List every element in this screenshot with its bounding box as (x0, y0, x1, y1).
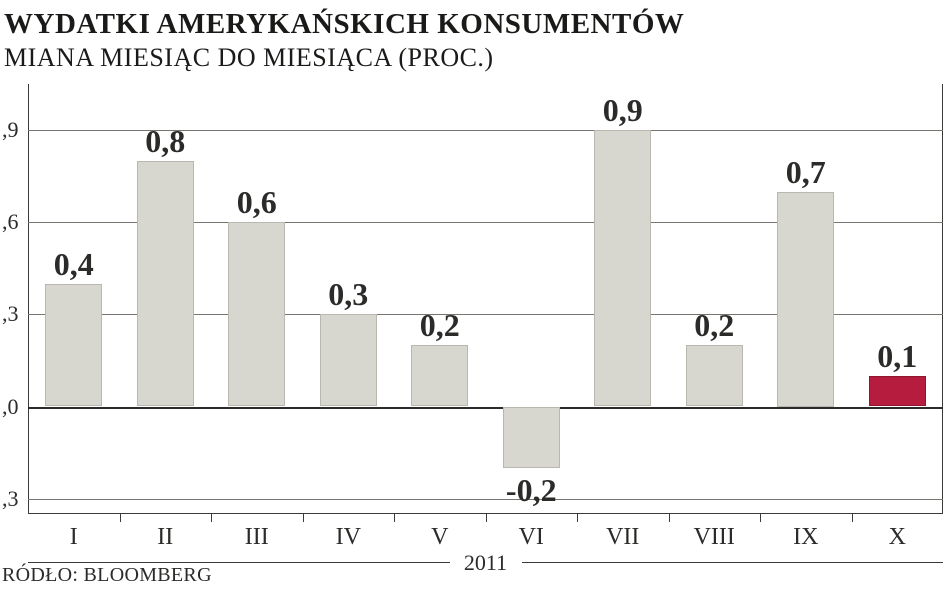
bar-value-label: 0,2 (694, 307, 734, 344)
chart-plot-area: ,3,0,3,6,90,4I0,8II0,6III0,3IV0,2V-0,2VI… (28, 84, 943, 514)
xtick-label: X (889, 524, 906, 551)
xtick-mark (486, 514, 487, 522)
bar (503, 407, 560, 468)
source-text: ródło: Bloomberg (2, 564, 212, 587)
year-rule-right (522, 562, 944, 563)
source-name: Bloomberg (84, 564, 212, 586)
title-block: Wydatki amerykańskich konsumentów miana … (0, 8, 948, 73)
xtick-label: VIII (694, 524, 735, 551)
ytick-label: ,3 (2, 486, 19, 512)
xtick-label: II (157, 524, 173, 551)
xtick-mark (669, 514, 670, 522)
bar (777, 192, 834, 407)
bar (594, 130, 651, 406)
bar-value-label: 0,9 (603, 92, 643, 129)
bar-value-label: 0,8 (145, 123, 185, 160)
ytick-label: ,6 (2, 209, 19, 235)
xtick-label: V (431, 524, 448, 551)
bar (686, 345, 743, 406)
bar-value-label: 0,4 (54, 246, 94, 283)
year-label: 2011 (464, 550, 507, 576)
gridline (28, 499, 943, 500)
xtick-label: VII (606, 524, 639, 551)
bar (137, 161, 194, 407)
bar (320, 314, 377, 406)
xtick-mark (211, 514, 212, 522)
bar-value-label: 0,7 (786, 154, 826, 191)
source-prefix: ródło: (2, 564, 84, 586)
chart-title: Wydatki amerykańskich konsumentów (4, 8, 948, 41)
bar-value-label: 0,6 (237, 184, 277, 221)
xtick-label: IV (336, 524, 361, 551)
gridline (28, 407, 943, 409)
bar (869, 376, 926, 407)
chart-subtitle: miana miesiąc do miesiąca (proc.) (4, 43, 948, 73)
xtick-mark (760, 514, 761, 522)
bar (45, 284, 102, 407)
xtick-label: III (245, 524, 269, 551)
bar-value-label: 0,1 (877, 338, 917, 375)
xtick-label: IX (793, 524, 818, 551)
ytick-label: ,0 (2, 394, 19, 420)
bar-value-label: 0,3 (328, 276, 368, 313)
bar (228, 222, 285, 406)
xtick-label: I (70, 524, 78, 551)
bar-value-label: -0,2 (506, 472, 557, 509)
xtick-mark (577, 514, 578, 522)
ytick-label: ,9 (2, 117, 19, 143)
year-rule-left (28, 562, 450, 563)
xtick-mark (394, 514, 395, 522)
bar-value-label: 0,2 (420, 307, 460, 344)
xtick-mark (303, 514, 304, 522)
ytick-label: ,3 (2, 301, 19, 327)
bar (411, 345, 468, 406)
xtick-mark (120, 514, 121, 522)
xtick-label: VI (519, 524, 544, 551)
xtick-mark (852, 514, 853, 522)
